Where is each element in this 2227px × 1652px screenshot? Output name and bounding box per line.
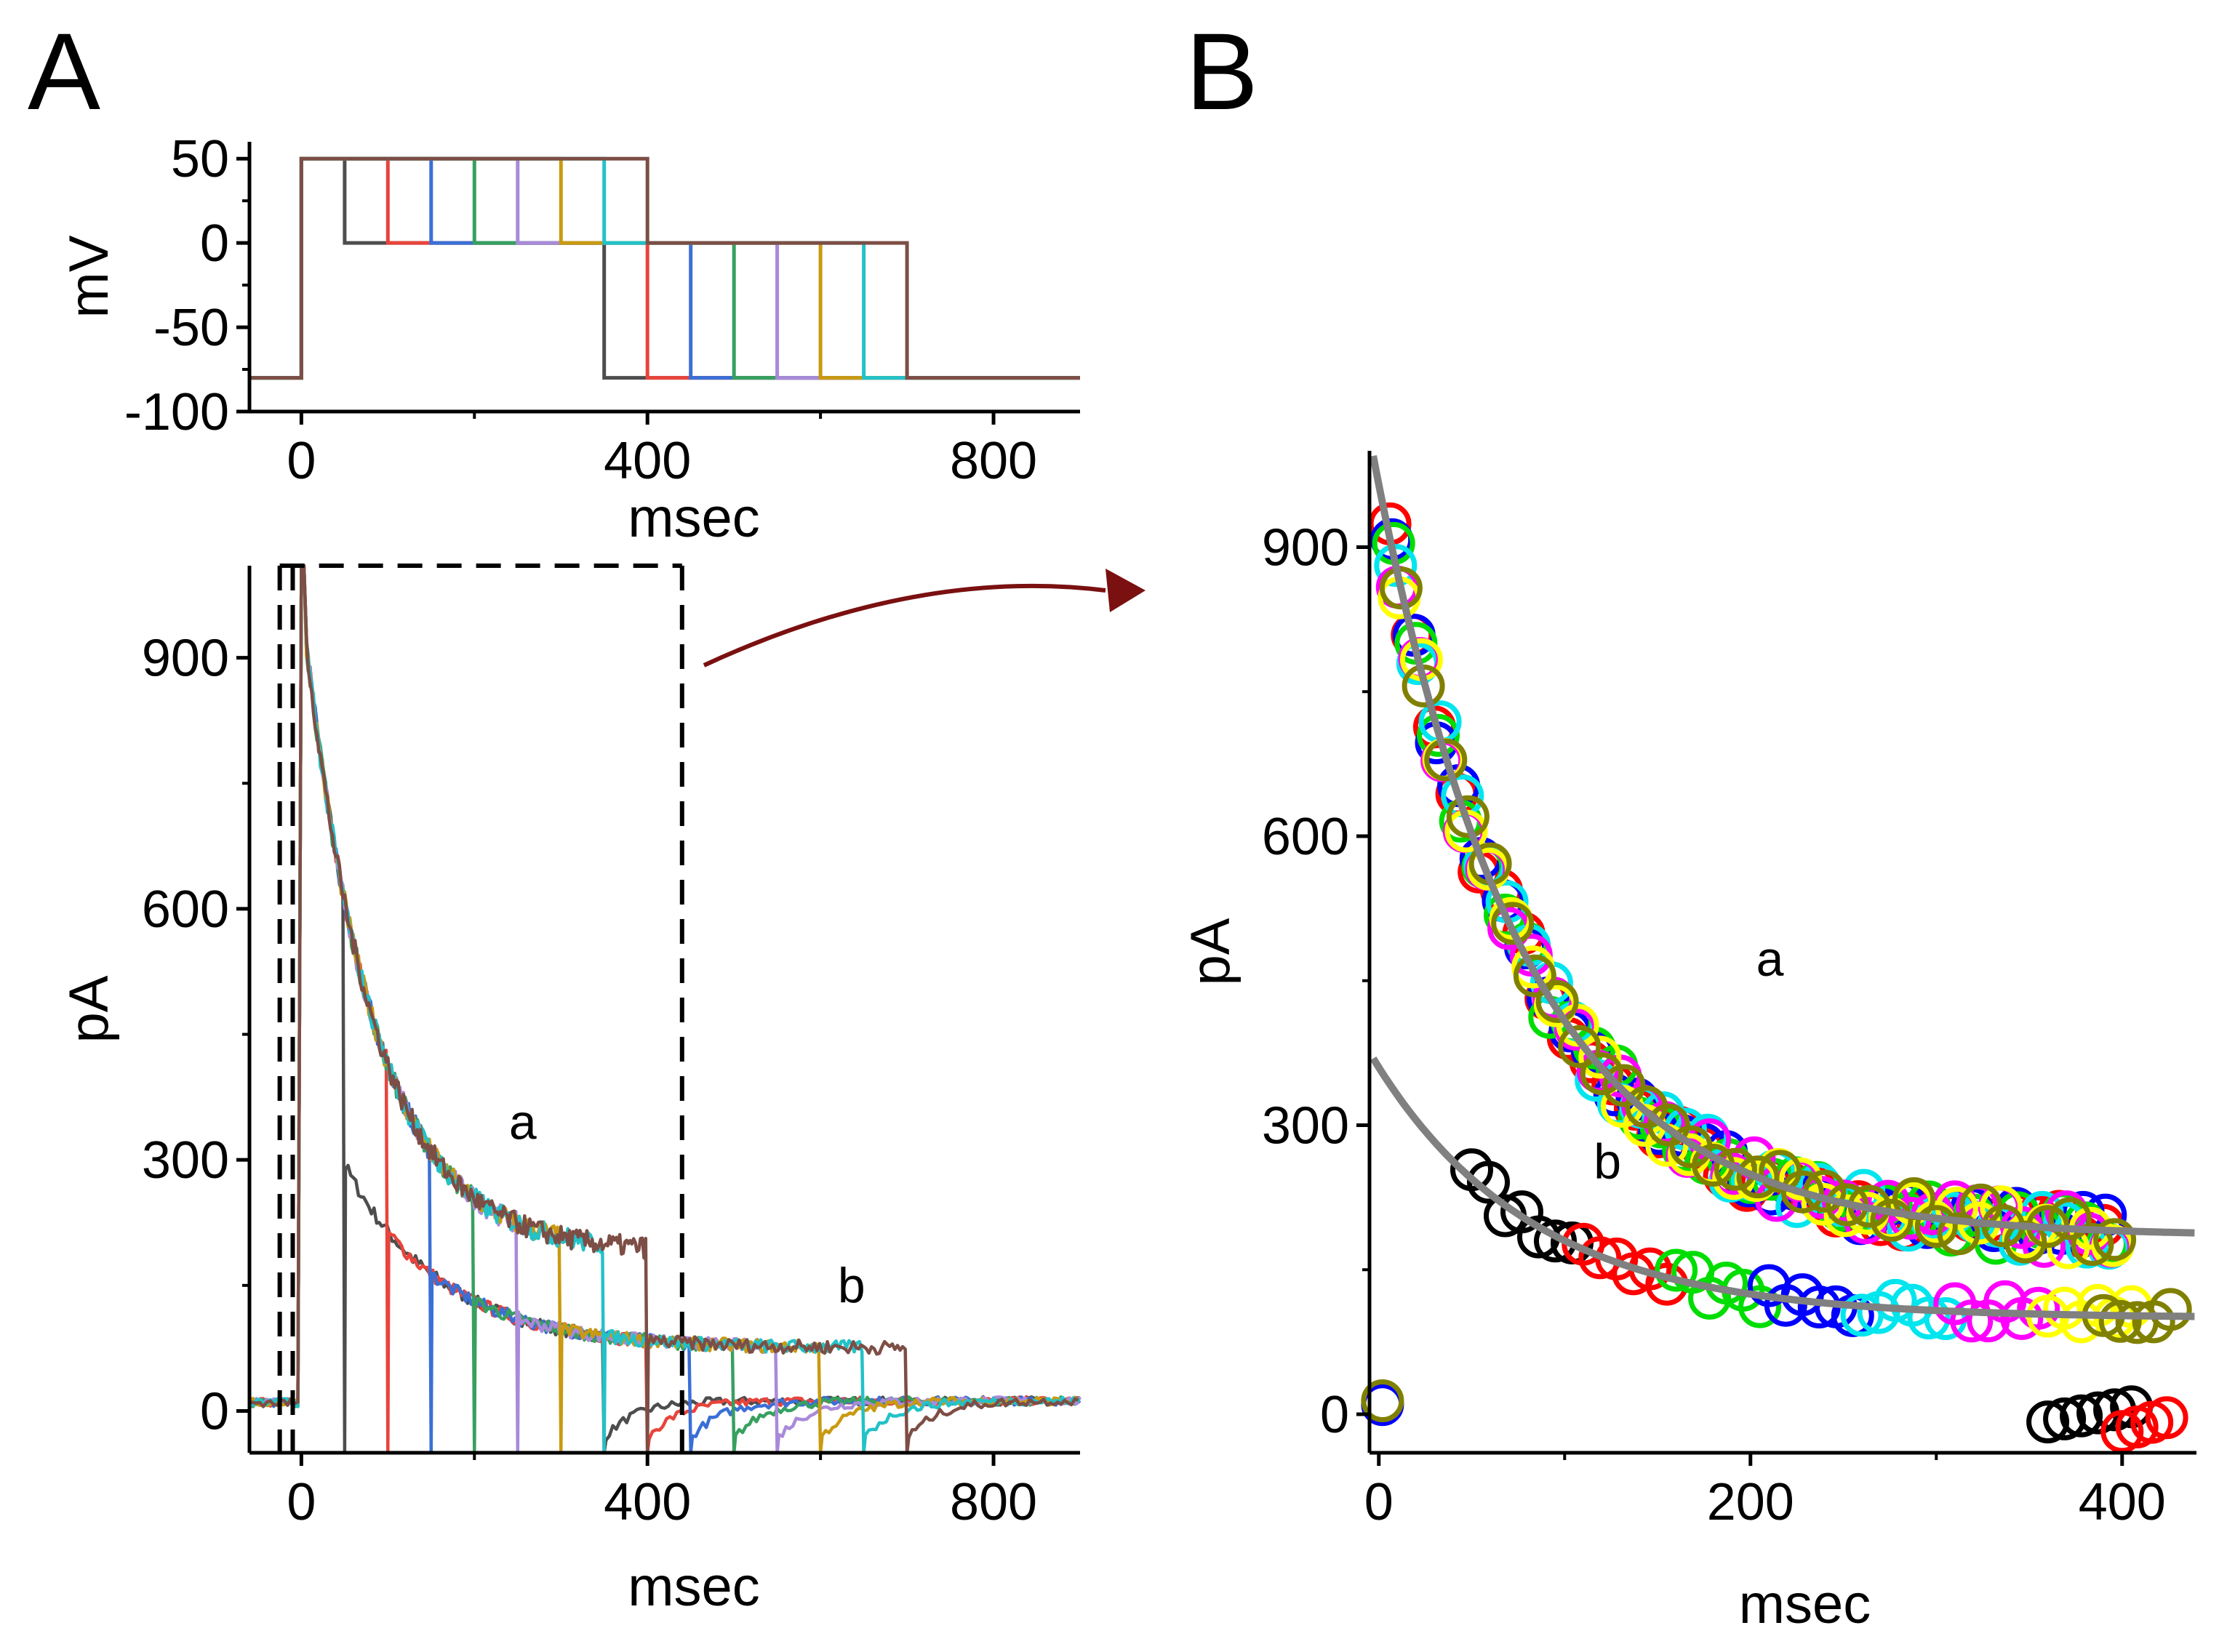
voltage-x-tick-label: 800	[950, 432, 1037, 490]
peak-x-axis-title: msec	[1739, 1573, 1871, 1635]
peak-marker	[2060, 1394, 2103, 1438]
voltage-protocol-chart: 0 400 800 50 0 -50 -100 msec mV	[58, 130, 1080, 549]
current-y-tick-label: 300	[142, 1131, 229, 1190]
peak-marker	[1714, 1147, 1757, 1191]
peak-marker	[1937, 1212, 1980, 1256]
peak-marker	[1361, 1379, 1404, 1422]
peak-label-a: a	[1756, 931, 1784, 987]
current-traces	[247, 564, 1081, 1455]
current-y-tick-label: 600	[142, 881, 229, 939]
peak-y-tick-label: 600	[1262, 808, 1349, 866]
voltage-axes: 0 400 800 50 0 -50 -100	[124, 130, 1080, 490]
peak-marker	[1424, 738, 1468, 782]
peak-x-tick-label: 200	[1707, 1473, 1794, 1531]
current-label-b: b	[838, 1258, 865, 1313]
peak-marker	[1534, 1219, 1577, 1263]
peak-marker	[1379, 566, 1423, 610]
peak-marker	[2043, 1397, 2087, 1440]
voltage-trace	[249, 156, 1080, 380]
peak-marker	[2017, 1286, 2060, 1330]
peak-marker	[1870, 1198, 1914, 1242]
current-trace	[249, 564, 1080, 1455]
peak-y-tick-label: 300	[1262, 1097, 1349, 1155]
peak-marker	[1738, 1285, 1782, 1328]
peak-marker	[2026, 1400, 2070, 1444]
panel-label-b: B	[1186, 10, 1258, 132]
peak-marker	[1446, 795, 1490, 838]
peak-marker	[2093, 1218, 2137, 1262]
fit-curve-a	[1370, 454, 2195, 1237]
voltage-trace	[249, 156, 1080, 380]
current-x-tick-label: 800	[950, 1473, 1037, 1531]
voltage-y-axis-title: mV	[58, 235, 120, 318]
current-x-tick-label: 400	[604, 1473, 691, 1531]
current-x-axis-title: msec	[628, 1556, 760, 1618]
peak-marker	[1578, 1236, 1622, 1280]
peak-marker	[1417, 713, 1460, 757]
peak-marker	[2048, 1197, 2092, 1240]
selection-box	[277, 564, 684, 1453]
peak-marker	[1602, 1064, 1646, 1107]
current-axes: 0 400 800 0 300 600 900	[142, 566, 1080, 1531]
peak-marker	[1513, 954, 1556, 998]
peak-marker	[1914, 1205, 1958, 1248]
peak-marker	[1578, 1035, 1622, 1079]
current-label-a: a	[509, 1094, 537, 1150]
voltage-x-tick-label: 0	[287, 432, 316, 490]
fit-curve-b	[1370, 1056, 2195, 1320]
voltage-y-tick-label: -50	[153, 299, 229, 357]
peak-marker	[1736, 1155, 1780, 1199]
voltage-x-axis-title: msec	[628, 487, 760, 549]
peak-x-tick-label: 400	[2079, 1473, 2166, 1531]
voltage-trace	[249, 156, 1080, 380]
peak-marker	[1907, 1296, 1951, 1340]
peak-marker	[1558, 1025, 1602, 1068]
peak-marker	[1950, 1299, 1994, 1343]
current-x-tick-label: 0	[287, 1473, 316, 1531]
peak-marker	[2148, 1288, 2192, 1331]
peak-marker	[1874, 1278, 1917, 1322]
peak-x-tick-label: 0	[1364, 1473, 1394, 1531]
voltage-traces	[249, 156, 1080, 380]
panel-label-a: A	[28, 10, 100, 132]
peak-marker	[2071, 1223, 2114, 1266]
current-y-axis-title: pA	[58, 975, 120, 1043]
peak-marker	[1374, 544, 1418, 588]
peak-marker	[1647, 1103, 1690, 1147]
voltage-y-tick-label: -100	[124, 383, 229, 441]
peak-marker	[2098, 1299, 2142, 1343]
peak-y-axis-title: pA	[1180, 918, 1242, 985]
peak-marker	[1780, 1170, 1824, 1214]
peak-marker	[1655, 1248, 1698, 1292]
peak-marker	[2145, 1396, 2188, 1440]
peak-marker	[1535, 979, 1579, 1023]
current-trace	[249, 564, 1079, 1455]
voltage-x-tick-label: 400	[604, 432, 691, 490]
peak-label-b: b	[1594, 1134, 1621, 1189]
peak-marker	[1491, 902, 1535, 945]
current-traces-chart: 0 400 800 0 300 600 900 msec pA a b	[58, 564, 1081, 1618]
peak-y-tick-label: 900	[1262, 519, 1349, 577]
voltage-trace	[249, 156, 1080, 380]
zoom-arrow	[703, 569, 1146, 667]
voltage-trace	[249, 156, 1080, 380]
fit-curves	[1370, 454, 2195, 1320]
current-y-tick-label: 900	[142, 630, 229, 688]
voltage-trace	[249, 156, 1080, 380]
peak-currents-chart: 0 200 400 0 300 600 900 msec pA a b	[1180, 451, 2196, 1635]
peak-marker	[1580, 1052, 1623, 1096]
voltage-trace	[249, 156, 1080, 380]
voltage-y-tick-label: 0	[200, 214, 229, 273]
peak-y-tick-label: 0	[1320, 1386, 1349, 1444]
voltage-trace	[249, 156, 1080, 380]
peak-axes: 0 200 400 0 300 600 900	[1262, 451, 2196, 1531]
current-y-tick-label: 0	[200, 1382, 229, 1440]
voltage-y-tick-label: 50	[171, 130, 229, 188]
peak-marker	[1467, 1160, 1510, 1204]
